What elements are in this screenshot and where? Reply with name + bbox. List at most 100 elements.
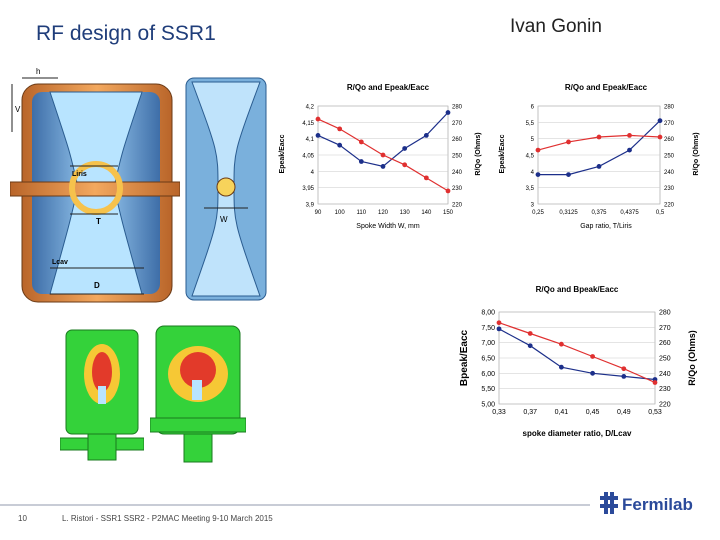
y-tick-label: 5,00 — [481, 402, 495, 409]
x-tick-label: 140 — [421, 210, 432, 216]
beam-pipe — [10, 181, 180, 197]
data-point — [402, 162, 408, 168]
x-tick-label: 130 — [400, 210, 411, 216]
y-tick-label: 5,50 — [481, 386, 495, 393]
y2-tick-label: 270 — [664, 121, 675, 127]
y2-axis-label: R/Qo (Ohms) — [687, 330, 697, 386]
page-number: 10 — [18, 514, 27, 523]
y-axis-label: Bpeak/Eacc — [459, 329, 470, 386]
data-point — [315, 116, 321, 122]
y-tick-label: 4,05 — [302, 154, 314, 160]
data-point — [535, 147, 541, 153]
y2-tick-label: 280 — [664, 105, 675, 111]
y2-tick-label: 260 — [452, 137, 463, 143]
x-tick-label: 0,25 — [532, 210, 544, 216]
data-point — [627, 133, 632, 138]
chart-spoke-width: R/Qo and Epeak/Eacc 3,9 3,95 4 4,05 4,1 4,15 4… — [279, 83, 482, 230]
data-point — [559, 341, 564, 347]
iris-ring — [69, 161, 123, 215]
data-point — [596, 134, 602, 140]
data-point — [445, 188, 451, 194]
y2-tick-label: 220 — [452, 203, 463, 209]
x-tick-label: 0,33 — [492, 409, 506, 416]
y2-tick-label: 220 — [659, 402, 671, 409]
y2-tick-label: 240 — [452, 170, 463, 176]
x-tick-label: 100 — [335, 210, 346, 216]
data-point — [527, 331, 533, 336]
plot-area — [315, 105, 451, 205]
data-point — [527, 343, 533, 349]
series-line-1 — [498, 322, 656, 384]
y2-tick-label: 220 — [664, 203, 675, 209]
y-tick-label: 3,9 — [306, 203, 315, 209]
y-tick-label: 7,50 — [481, 325, 495, 332]
y2-tick-label: 230 — [664, 186, 675, 192]
footer-text: L. Ristori - SSR1 SSR2 - P2MAC Meeting 9… — [62, 514, 273, 523]
data-point — [358, 139, 364, 145]
slide-title: RF design of SSR1 — [36, 22, 216, 45]
y-tick-label: 7,00 — [481, 340, 495, 347]
y2-tick-label: 240 — [664, 170, 675, 176]
x-tick-label: 0,49 — [617, 409, 631, 416]
data-point — [621, 366, 627, 372]
y-tick-label: 4,5 — [526, 154, 535, 160]
y2-tick-label: 280 — [659, 310, 671, 317]
dimension-label-liris: Liris — [72, 171, 87, 178]
data-point — [566, 172, 571, 177]
y-tick-label: 6,50 — [481, 356, 495, 363]
data-point — [657, 118, 663, 124]
data-point — [496, 326, 502, 332]
dimension-label-t: T — [96, 217, 101, 226]
dimension-label-v: V — [15, 105, 21, 114]
data-point — [445, 110, 451, 115]
author-name: Ivan Gonin — [510, 16, 602, 37]
chart-title: R/Qo and Epeak/Eacc — [565, 83, 648, 92]
x-tick-label: 0,53 — [648, 409, 662, 416]
y-tick-label: 3 — [531, 203, 535, 209]
data-point — [652, 380, 658, 385]
y2-tick-label: 230 — [659, 386, 671, 393]
y-tick-label: 6 — [531, 105, 535, 111]
y2-tick-label: 250 — [664, 154, 675, 160]
data-point — [566, 139, 571, 145]
y2-tick-label: 280 — [452, 105, 463, 111]
cavity-cross-section: h V Liris T Lcav D — [10, 67, 180, 303]
series-line-0 — [498, 328, 656, 381]
y-tick-label: 5,5 — [526, 121, 535, 127]
data-point — [337, 126, 343, 132]
y-tick-label: 4 — [311, 170, 315, 176]
x-tick-label: 0,375 — [591, 210, 607, 216]
data-point — [315, 133, 321, 138]
data-point — [380, 164, 386, 169]
y2-tick-label: 260 — [664, 137, 675, 143]
data-point — [423, 133, 429, 138]
data-point — [596, 164, 602, 169]
data-point — [535, 172, 541, 177]
dimension-label-w: W — [220, 215, 228, 224]
data-point — [402, 146, 408, 151]
x-tick-label: 0,41 — [555, 409, 569, 416]
chart-title: R/Qo and Bpeak/Eacc — [536, 285, 619, 294]
y2-axis-label: R/Qo (Ohms) — [693, 132, 700, 175]
x-axis-label: Spoke Width W, mm — [356, 223, 420, 230]
data-point — [627, 147, 632, 153]
x-tick-label: 0,37 — [523, 409, 537, 416]
cavity-side-view: W — [185, 77, 267, 301]
dimension-label-h: h — [36, 67, 40, 76]
y2-tick-label: 240 — [659, 371, 671, 378]
data-point — [358, 159, 364, 164]
x-tick-label: 0,4375 — [620, 210, 639, 216]
fermilab-logo: Fermilab — [600, 492, 693, 514]
y2-tick-label: 270 — [659, 325, 671, 332]
x-tick-label: 110 — [357, 210, 367, 216]
y-tick-label: 4,15 — [302, 121, 314, 127]
x-tick-label: 0,3125 — [559, 210, 578, 216]
y2-axis-label: R/Qo (Ohms) — [475, 132, 482, 175]
data-point — [657, 134, 663, 140]
dimension-label-lcav: Lcav — [52, 259, 68, 266]
y-tick-label: 6,00 — [481, 371, 495, 378]
y2-tick-label: 230 — [452, 186, 463, 192]
data-point — [559, 364, 564, 370]
x-tick-label: 150 — [443, 210, 454, 216]
data-point — [337, 142, 343, 148]
